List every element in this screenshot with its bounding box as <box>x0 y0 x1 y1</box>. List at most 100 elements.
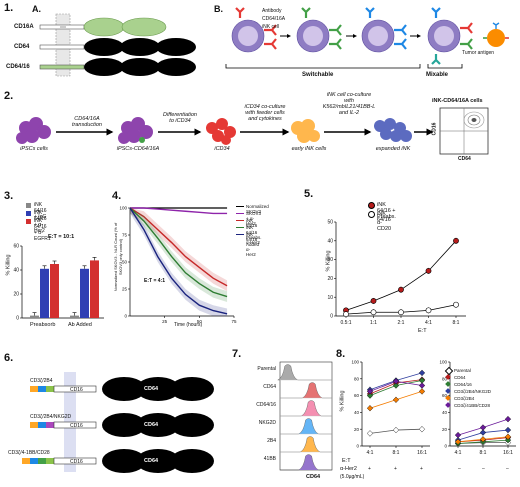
p8-right-xtick-label: 16:1 <box>503 450 513 456</box>
tumor-cell <box>483 22 509 47</box>
p3-group-added: Ab Added <box>68 322 92 328</box>
legend-2b4-nkg2d: CD3ζ/2B4/NKG2D <box>454 389 491 394</box>
p8-right-point-4-1 <box>479 436 487 443</box>
legend-cd20: iNK 64/16 + Preabs. α-CD20 <box>377 202 396 232</box>
row1-cd64-label: CD64 <box>144 386 159 392</box>
panel-label-8: 8. <box>336 348 346 360</box>
flow-title: iNK-CD64/16A cells <box>432 98 483 104</box>
p5-point-1-3 <box>425 307 432 314</box>
p3-bar-0-1 <box>70 315 79 318</box>
p8-right-sign-2: – <box>482 466 485 472</box>
legend-41bb-cd28: CD3ζ/41BB/CD28 <box>454 403 490 408</box>
legend-marker-ink <box>368 211 375 218</box>
p5-ytick-label: 30 <box>327 257 333 263</box>
legend-swatch-igg <box>26 203 31 208</box>
p7-row-cd64-16: CD64/16 <box>256 402 276 408</box>
p8-left-point-1-1 <box>392 382 400 389</box>
p8-left-ytick-label: 60 <box>354 393 360 398</box>
p4-xtick-label: 25 <box>162 319 168 324</box>
p8-her2-label: α-Her2 <box>340 466 357 472</box>
cell-ipsc-label: iPSCs cells <box>20 146 48 152</box>
legend-normalized: Normalized SKOV3 <box>246 204 269 214</box>
p8-right-point-5-2 <box>504 416 512 423</box>
p8-et-label: E:T <box>342 458 351 464</box>
p5-ytick-label: 20 <box>327 276 333 282</box>
legend-cd64-16: CD64/16 <box>454 382 472 387</box>
p3-bar-2-1 <box>90 260 99 318</box>
p8-right-sign-1: – <box>458 466 461 472</box>
p8-left-xtick-label: 16:1 <box>417 450 427 456</box>
p4-band-3 <box>130 208 228 302</box>
p8-left-point-4-1 <box>392 378 400 385</box>
legend-line-ink-preabs <box>236 227 244 228</box>
row3-left-label: CD3ζ/4-1BB/CD28 <box>8 450 50 456</box>
legend-ink-cell: iNK cell <box>262 24 279 30</box>
p5-ytick-label: 0 <box>330 314 333 320</box>
p7-row-cd64: CD64 <box>263 384 276 390</box>
legend-line-ink-added <box>236 234 244 235</box>
row1-cd16-label: CD16 <box>70 387 83 393</box>
p5-xtick-label: 2:1 <box>398 320 405 326</box>
p8-left-ytick-label: 100 <box>351 360 359 365</box>
early-ink-cluster <box>291 119 320 143</box>
p8-left-ytick-label: 20 <box>354 427 360 432</box>
p8-right-ytick-label: 60 <box>442 393 448 398</box>
p3-ytick-label: 20 <box>13 292 19 298</box>
p7-row-2b4: 2B4 <box>267 438 276 444</box>
p4-ytick-label: 25 <box>122 287 128 292</box>
legend-egfr1: iNK 64/16 + α-EGFR1 <box>34 218 51 242</box>
p7-row-parental: Parental <box>257 366 276 372</box>
panel-1b-schematic <box>225 7 509 69</box>
flow-plot <box>439 107 489 155</box>
legend-cd64-16a: CD64/16A <box>262 16 286 22</box>
p4-series-3 <box>129 207 228 298</box>
p5-point-0-3 <box>425 267 432 274</box>
p5-point-1-4 <box>453 301 459 308</box>
expanded-ink-cluster <box>374 118 412 142</box>
group-switchable: Switchable <box>302 72 334 78</box>
p5-xtick-label: 8:1 <box>453 320 460 326</box>
row2-left-label: CD3ζ/2B4/NKG2D <box>30 414 72 420</box>
p8-right-point-4-0 <box>454 438 462 445</box>
legend-ink: iNK 64/16 <box>246 218 258 228</box>
p8-right-ytick-label: 80 <box>442 376 448 381</box>
legend-2b4: CD3ζ/2B4 <box>454 396 475 401</box>
p5-ytick-label: 50 <box>327 220 333 226</box>
p4-ytick-label: 0 <box>124 314 127 319</box>
p3-ratio: E:T = 10:1 <box>48 234 75 240</box>
p8-right-xtick-label: 4:1 <box>455 450 462 456</box>
p7-histogram-1 <box>280 382 332 399</box>
legend-swatch-her2 <box>26 211 31 216</box>
p5-ytick-label: 10 <box>327 295 333 301</box>
construct-row-1 <box>30 377 214 401</box>
p8-left-point-5-0 <box>366 430 374 437</box>
panel-label-6: 6. <box>4 352 14 364</box>
panel-label-3: 3. <box>4 190 14 202</box>
legend-antibody: Antibody <box>262 8 282 14</box>
legend-line-ink <box>236 220 244 221</box>
p8-right-point-3-1 <box>479 429 487 436</box>
p3-bar-0-0 <box>30 315 39 318</box>
construct-cd16a-label: CD16A <box>14 24 34 30</box>
ipsc-cluster <box>16 117 51 144</box>
p3-bar-2-0 <box>50 264 59 318</box>
legend-skov3-her2: SKOV3 + α-Her2 <box>246 211 262 226</box>
p5-point-0-2 <box>398 286 404 293</box>
p3-bar-1-0 <box>40 268 49 318</box>
p4-series-1 <box>130 207 228 215</box>
row3-cd16-label: CD16 <box>70 459 83 465</box>
ipsc-cd64-cluster <box>118 117 153 144</box>
ink-cell-1 <box>231 19 265 53</box>
cell-early-ink-label: early iNK cells <box>291 146 327 152</box>
p8-right-ytick-label: 0 <box>444 444 447 449</box>
tumor-antigen-label: Tumor antigen <box>462 50 495 56</box>
p8-right-point-3-2 <box>504 426 512 434</box>
legend-parental: Parental <box>454 368 471 373</box>
p5-xtick-label: 4:1 <box>425 320 432 326</box>
p3-ytick-label: 0 <box>16 316 19 322</box>
p8-right-xtick-label: 8:1 <box>480 450 487 456</box>
legend-line-normalized <box>236 206 244 207</box>
row2-cd64-label: CD64 <box>144 422 159 428</box>
group-mixable: Mixable <box>426 72 449 78</box>
